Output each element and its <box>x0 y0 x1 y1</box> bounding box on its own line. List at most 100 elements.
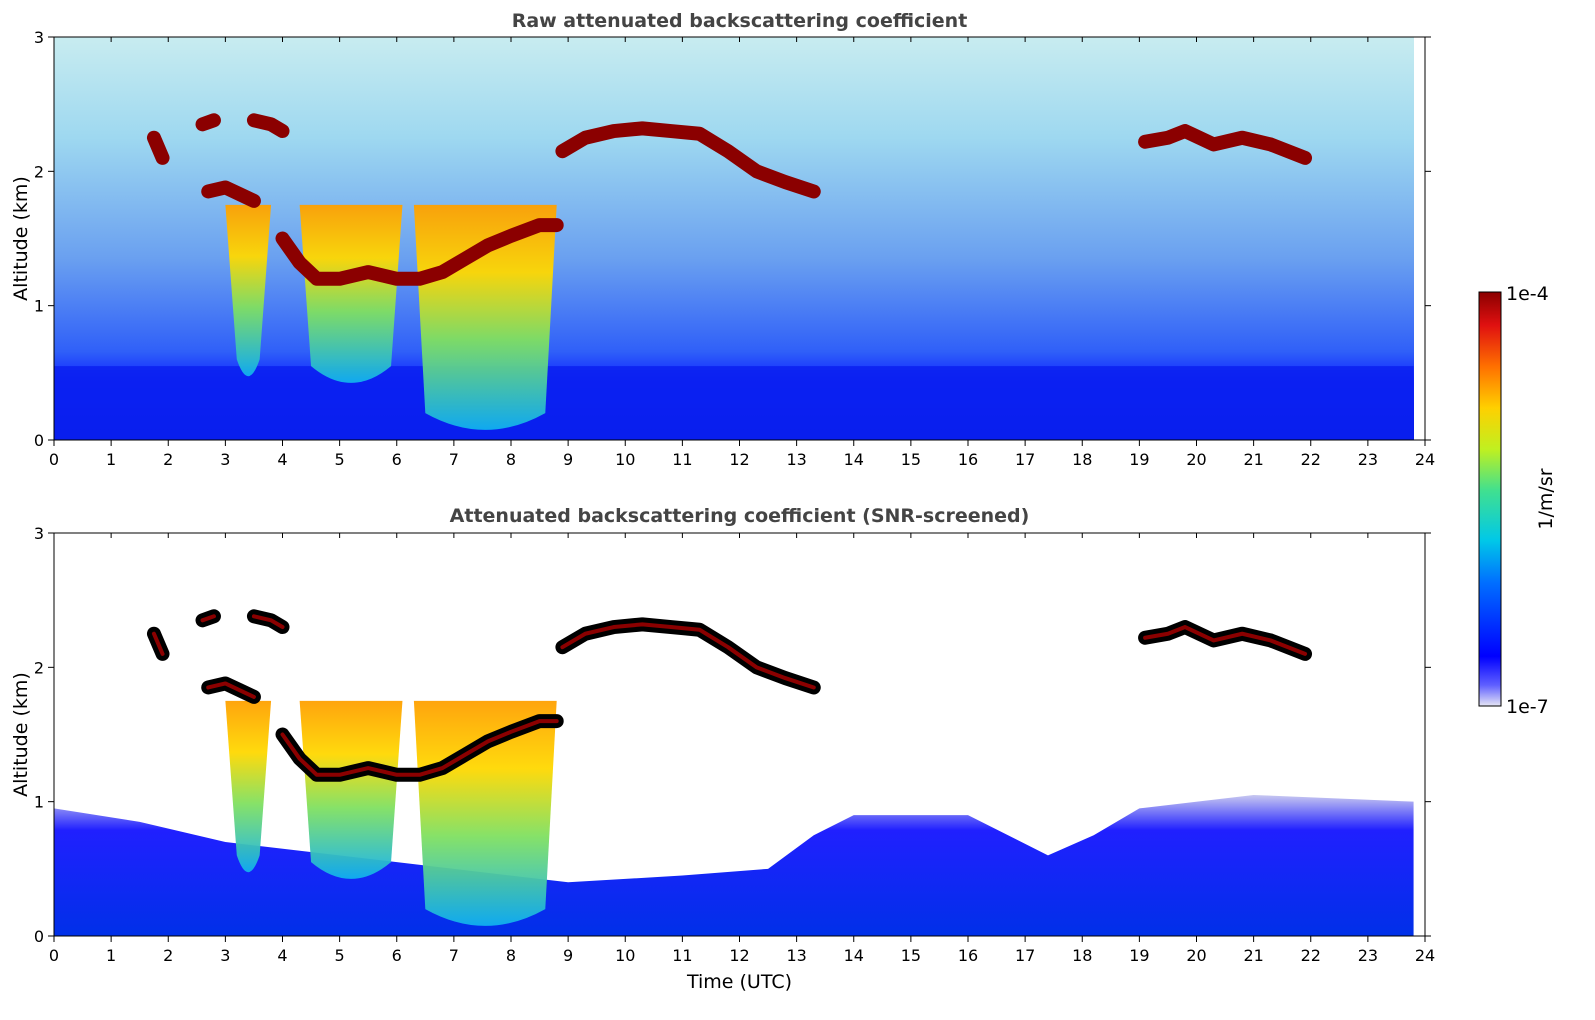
x-tick-label: 3 <box>220 450 230 469</box>
x-tick-label: 19 <box>1129 450 1149 469</box>
x-tick-label: 19 <box>1129 946 1149 965</box>
y-tick-label: 0 <box>34 431 44 450</box>
cloud-layer <box>195 113 221 132</box>
x-tick-label: 7 <box>449 450 459 469</box>
precipitation-shaft <box>299 204 403 383</box>
x-tick-label: 7 <box>449 946 459 965</box>
x-tick-label: 24 <box>1415 450 1435 469</box>
x-tick-label: 14 <box>844 450 864 469</box>
y-axis-label: Altitude (km) <box>10 176 32 301</box>
x-tick-label: 6 <box>392 946 402 965</box>
cloud-layer <box>146 130 170 165</box>
x-tick-label: 0 <box>49 450 59 469</box>
x-tick-label: 2 <box>163 946 173 965</box>
precipitation-shaft <box>299 700 403 879</box>
panel-title: Attenuated backscattering coefficient (S… <box>450 505 1030 527</box>
colorbar-min-label: 1e-7 <box>1506 696 1549 718</box>
screened-backscatter-panel: Attenuated backscattering coefficient (S… <box>10 505 1435 993</box>
y-axis: 0 1 2 3 <box>34 524 1431 946</box>
x-tick-label: 2 <box>163 450 173 469</box>
x-tick-label: 4 <box>277 946 287 965</box>
y-tick-label: 0 <box>34 927 44 946</box>
x-tick-label: 3 <box>220 946 230 965</box>
x-tick-label: 12 <box>729 946 749 965</box>
x-tick-label: 9 <box>563 450 573 469</box>
x-tick-label: 23 <box>1358 450 1378 469</box>
x-tick-label: 20 <box>1186 450 1206 469</box>
cloud-layer-core <box>280 719 559 777</box>
y-tick-label: 3 <box>34 28 44 47</box>
cloud-layer <box>1138 124 1313 165</box>
x-tick-label: 24 <box>1415 946 1435 965</box>
panel-title: Raw attenuated backscattering coefficien… <box>512 10 968 32</box>
precipitation-shaft <box>225 700 272 873</box>
x-tick-label: 13 <box>786 450 806 469</box>
x-tick-label: 11 <box>672 946 692 965</box>
x-tick-label: 18 <box>1072 450 1092 469</box>
precipitation-shaft <box>413 700 557 926</box>
boundary-layer <box>54 794 1414 936</box>
y-tick-label: 1 <box>34 793 44 812</box>
x-axis: 0 1 2 3 4 5 6 7 8 9 10 11 12 13 14 15 16 17 18 19 20 21 22 23 24 <box>49 37 1435 469</box>
precipitation-shaft <box>413 204 557 430</box>
x-tick-label: 12 <box>729 450 749 469</box>
boundary-layer-fill <box>54 794 1414 936</box>
x-tick-label: 21 <box>1243 450 1263 469</box>
x-axis: 0 1 2 3 4 5 6 7 8 9 10 11 12 13 14 15 16 17 18 19 20 21 22 23 24 <box>49 533 1435 965</box>
precipitation-shaft <box>225 204 272 377</box>
x-tick-label: 10 <box>615 450 635 469</box>
x-tick-label: 8 <box>506 450 516 469</box>
cloud-layer <box>275 218 564 286</box>
cloud-layer-core <box>560 622 816 690</box>
cloud-layer-core <box>151 631 165 656</box>
x-tick-label: 23 <box>1358 946 1378 965</box>
colorbar-unit-label: 1/m/sr <box>1535 468 1557 529</box>
colorbar: 1e-4 1e-7 1/m/sr <box>1478 283 1557 718</box>
x-tick-label: 4 <box>277 450 287 469</box>
y-axis-label: Altitude (km) <box>10 672 32 797</box>
x-tick-label: 18 <box>1072 946 1092 965</box>
cloud-layer <box>246 113 290 139</box>
x-tick-label: 17 <box>1015 450 1035 469</box>
cloud-layer-core <box>200 614 216 623</box>
x-tick-label: 8 <box>506 946 516 965</box>
x-tick-label: 11 <box>672 450 692 469</box>
y-tick-label: 1 <box>34 297 44 316</box>
colorbar-gradient <box>1478 291 1502 707</box>
x-tick-label: 21 <box>1243 946 1263 965</box>
x-tick-label: 17 <box>1015 946 1035 965</box>
cloud-layer-core <box>1143 625 1308 656</box>
x-tick-label: 13 <box>786 946 806 965</box>
x-tick-label: 22 <box>1301 450 1321 469</box>
cloud-layer <box>201 180 261 208</box>
cloud-layer-core <box>206 681 256 699</box>
heatmap-area <box>54 37 1414 440</box>
boundary-layer-fill <box>54 366 1414 440</box>
cloud-layer <box>555 121 821 199</box>
cloud-layer-core <box>251 614 285 630</box>
x-tick-label: 15 <box>901 946 921 965</box>
cloud-layers <box>146 609 1313 782</box>
x-tick-label: 16 <box>958 946 978 965</box>
x-tick-label: 5 <box>335 450 345 469</box>
x-tick-label: 20 <box>1186 946 1206 965</box>
x-tick-label: 9 <box>563 946 573 965</box>
cloud-layers <box>146 113 1313 286</box>
x-tick-label: 22 <box>1301 946 1321 965</box>
y-tick-label: 3 <box>34 524 44 543</box>
y-tick-label: 2 <box>34 162 44 181</box>
colorbar-max-label: 1e-4 <box>1506 283 1549 305</box>
x-tick-label: 14 <box>844 946 864 965</box>
x-tick-label: 6 <box>392 450 402 469</box>
x-tick-label: 16 <box>958 450 978 469</box>
raw-backscatter-panel: Raw attenuated backscattering coefficien… <box>10 10 1435 469</box>
x-tick-label: 1 <box>106 450 116 469</box>
y-tick-label: 2 <box>34 658 44 677</box>
x-tick-label: 10 <box>615 946 635 965</box>
x-tick-label: 15 <box>901 450 921 469</box>
x-tick-label: 1 <box>106 946 116 965</box>
x-axis-label: Time (UTC) <box>686 971 792 993</box>
heatmap-area <box>54 533 1425 936</box>
x-tick-label: 5 <box>335 946 345 965</box>
